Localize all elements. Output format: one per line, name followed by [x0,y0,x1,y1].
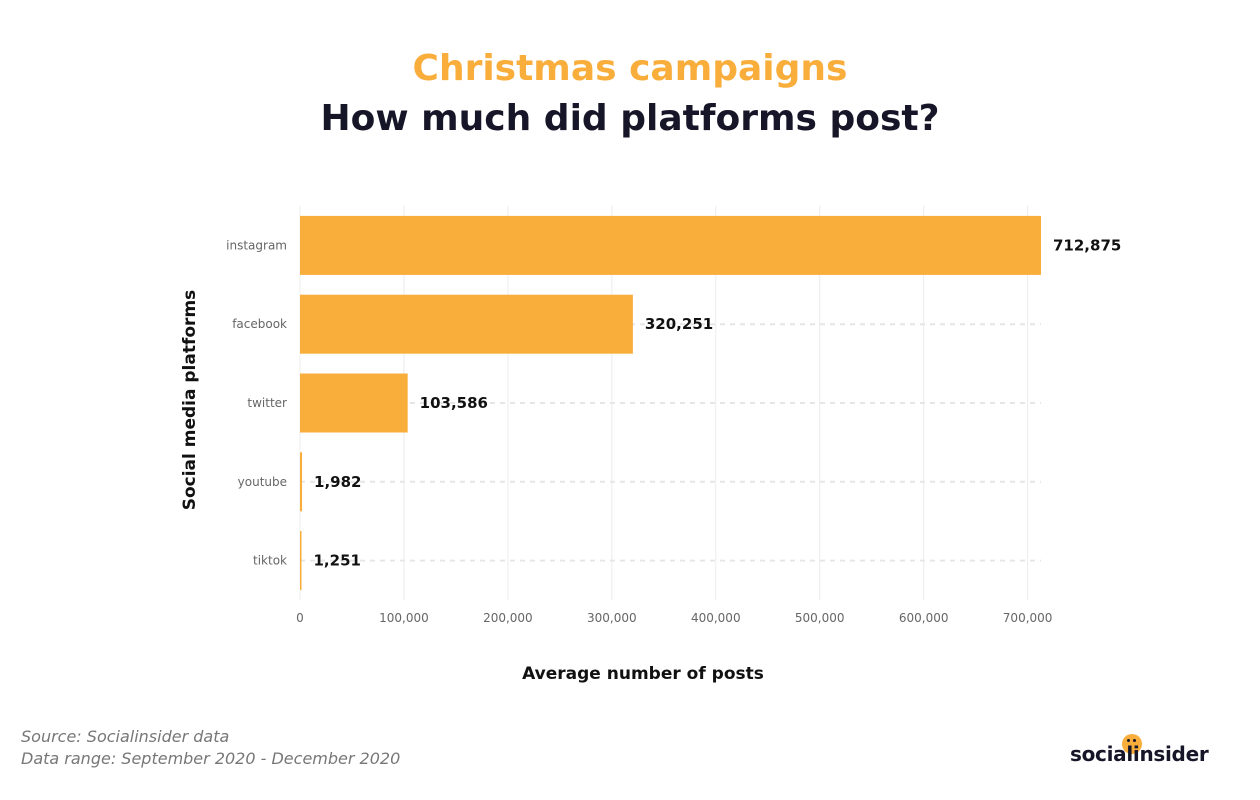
x-tick-label-1: 100,000 [379,611,429,625]
bar-tiktok [300,531,302,591]
category-label-youtube: youtube [238,475,287,489]
bar-facebook [300,294,633,354]
logo-face-icon [1122,734,1142,754]
category-labels: instagram facebook twitter youtube tiktok [226,238,287,567]
bars [300,215,1041,591]
value-label-facebook: 320,251 [645,315,713,333]
category-label-facebook: facebook [232,317,287,331]
category-label-instagram: instagram [226,238,287,252]
category-label-twitter: twitter [247,396,287,410]
x-tick-label-4: 400,000 [691,611,741,625]
value-label-instagram: 712,875 [1053,236,1121,254]
x-tick-labels: 0 100,000 200,000 300,000 400,000 500,000 600,… [296,611,1052,625]
x-tick-label-5: 500,000 [795,611,845,625]
value-label-tiktok: 1,251 [314,552,361,570]
bar-youtube [300,452,303,512]
x-tick-label-6: 600,000 [899,611,949,625]
chart-subtitle: How much did platforms post? [320,98,940,139]
x-axis-title: Average number of posts [522,664,764,684]
value-label-youtube: 1,982 [314,473,361,491]
x-tick-label-2: 200,000 [483,611,533,625]
data-range-note: Data range: September 2020 - December 20… [21,749,401,768]
chart-title: Christmas campaigns [412,48,848,89]
socialinsider-logo: socialinsider [1068,734,1218,774]
x-tick-label-3: 300,000 [587,611,637,625]
category-label-tiktok: tiktok [253,554,287,568]
value-labels: 712,875 320,251 103,586 1,982 1,251 [314,236,1122,569]
y-axis-title: Social media platforms [180,290,200,511]
bar-twitter [300,373,408,433]
value-label-twitter: 103,586 [420,394,488,412]
x-tick-label-0: 0 [296,611,304,625]
x-tick-label-7: 700,000 [1003,611,1053,625]
logo-text: socialinsider [1070,742,1209,766]
source-note: Source: Socialinsider data [21,727,230,746]
bar-instagram [300,215,1041,275]
